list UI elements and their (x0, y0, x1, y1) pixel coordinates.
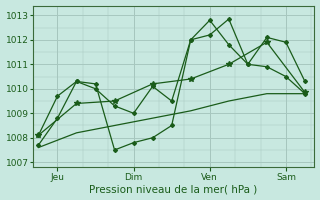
X-axis label: Pression niveau de la mer( hPa ): Pression niveau de la mer( hPa ) (90, 184, 258, 194)
